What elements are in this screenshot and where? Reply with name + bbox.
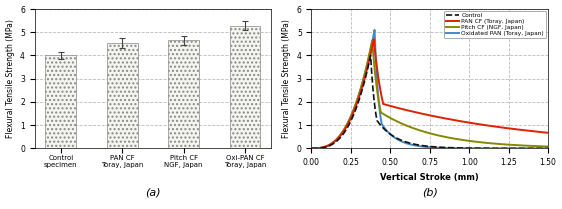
Bar [169,40,199,148]
Bar [107,43,138,148]
Text: (a): (a) [145,187,161,197]
Bar [46,56,76,148]
X-axis label: Vertical Stroke (mm): Vertical Stroke (mm) [380,173,479,182]
Legend: Control, PAN CF (Toray, Japan), Pitch CF (NGF, Japan), Oxidated PAN (Toray, Japa: Control, PAN CF (Toray, Japan), Pitch CF… [443,11,546,38]
Y-axis label: Flexural Tensile Strength (MPa): Flexural Tensile Strength (MPa) [282,19,291,138]
Bar [230,26,260,148]
Text: (b): (b) [422,187,438,197]
Y-axis label: Flexural Tensile Strength (MPa): Flexural Tensile Strength (MPa) [6,19,15,138]
